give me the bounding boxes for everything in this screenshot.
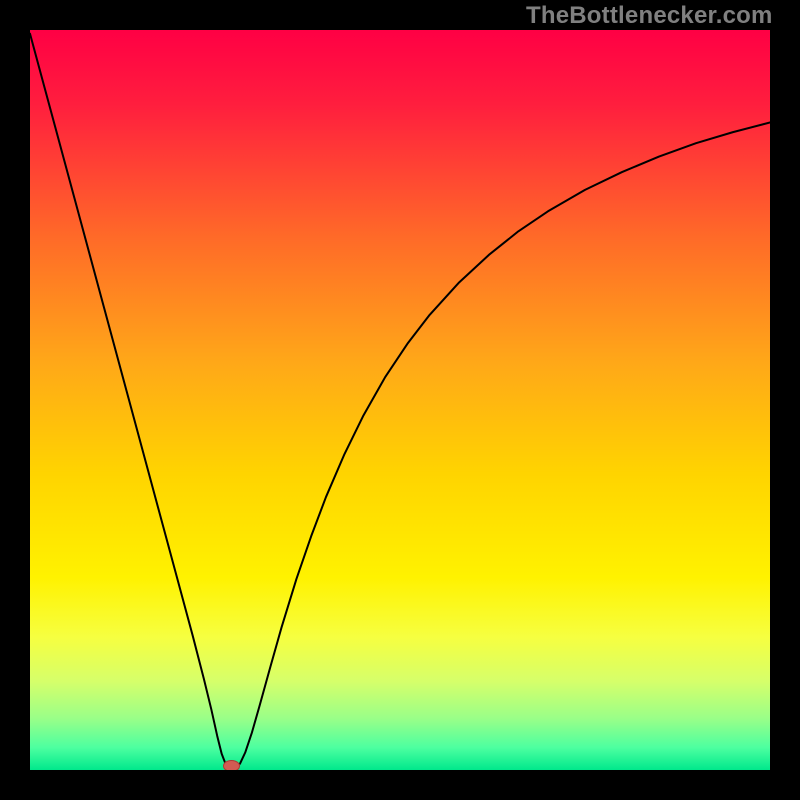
watermark-label: TheBottlenecker.com [526,2,773,30]
frame-border-right [770,0,800,800]
chart-plot-area [30,30,770,770]
bottleneck-curve [30,30,770,770]
frame-border-bottom [0,770,800,800]
frame-border-left [0,0,30,800]
